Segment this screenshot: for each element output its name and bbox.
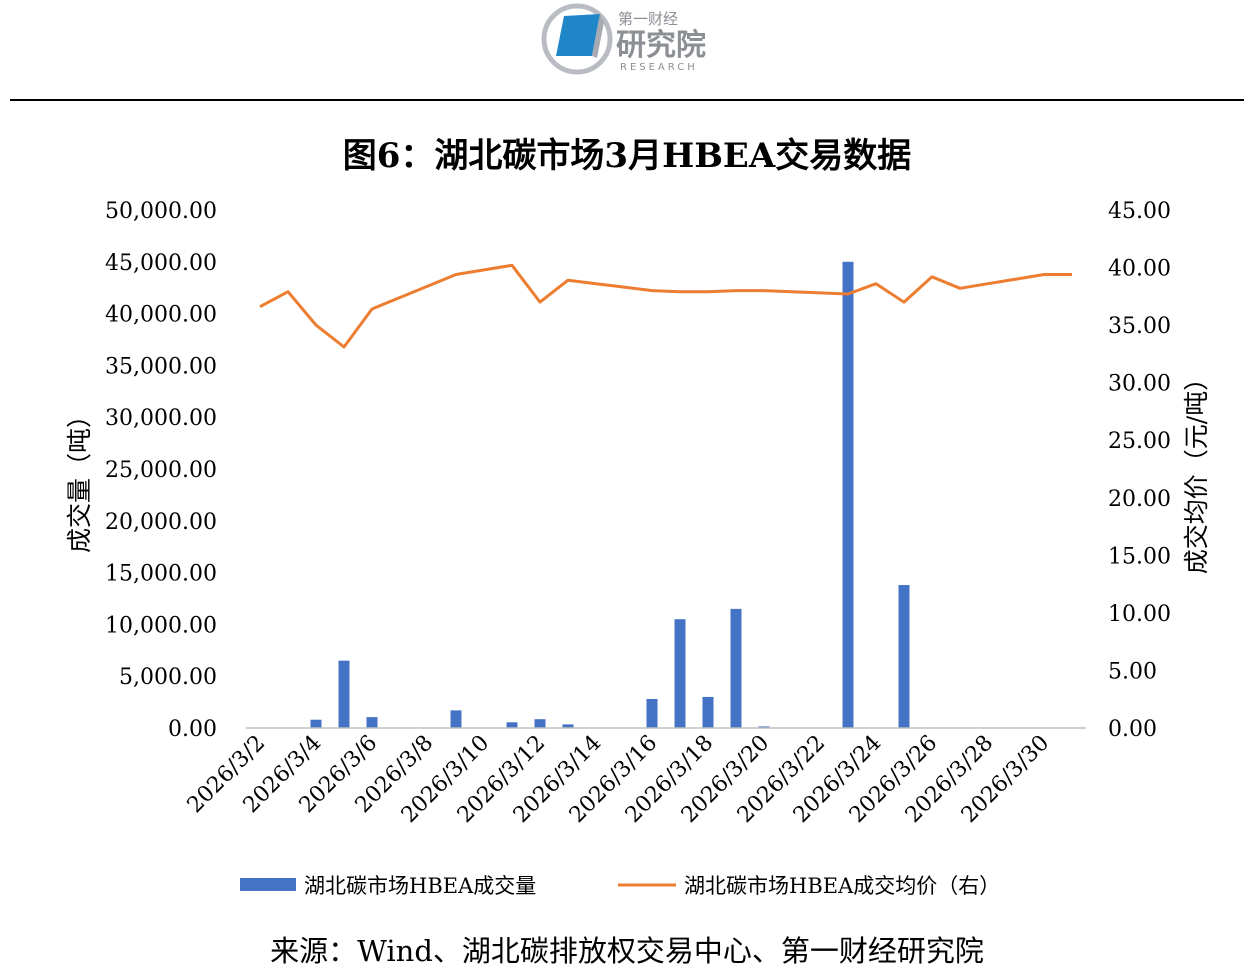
legend-label-price: 湖北碳市场HBEA成交均价（右） bbox=[684, 874, 1000, 898]
logo-ring bbox=[541, 3, 613, 75]
left-axis-tick-label: 20,000.00 bbox=[105, 510, 217, 535]
logo-grey-edge bbox=[592, 14, 604, 58]
right-axis-tick-label: 40.00 bbox=[1108, 257, 1171, 282]
left-axis-tick-label: 30,000.00 bbox=[105, 406, 217, 431]
volume-bar-2026/3/13 bbox=[562, 724, 574, 728]
right-axis-tick-label: 45.00 bbox=[1108, 199, 1171, 224]
x-axis-ticks: 2026/3/22026/3/42026/3/62026/3/82026/3/1… bbox=[183, 731, 1055, 828]
left-axis-label: 成交量（吨） bbox=[65, 403, 94, 553]
header-divider bbox=[10, 99, 1244, 101]
right-axis-tick-label: 0.00 bbox=[1108, 717, 1157, 742]
left-axis-tick-label: 40,000.00 bbox=[105, 303, 217, 328]
right-axis-label: 成交均价（元/吨） bbox=[1182, 366, 1211, 574]
legend-swatch-volume bbox=[240, 878, 296, 891]
logo-top-text: 第一财经 bbox=[618, 10, 678, 28]
volume-bar-2026/3/17 bbox=[674, 619, 686, 728]
volume-bar-2026/3/16 bbox=[646, 698, 658, 728]
right-axis-tick-label: 5.00 bbox=[1108, 659, 1157, 684]
volume-bar-2026/3/18 bbox=[702, 696, 714, 728]
right-axis-tick-label: 10.00 bbox=[1108, 602, 1171, 627]
left-axis-tick-label: 0.00 bbox=[168, 717, 217, 742]
logo-blue-parallelogram bbox=[556, 14, 600, 56]
right-axis-tick-label: 20.00 bbox=[1108, 487, 1171, 512]
price-line bbox=[259, 263, 1072, 349]
left-axis-tick-label: 45,000.00 bbox=[105, 251, 217, 276]
volume-bars bbox=[310, 261, 910, 728]
logo-sub-text: RESEARCH bbox=[620, 62, 698, 73]
chart-title: 图6：湖北碳市场3月HBEA交易数据 bbox=[342, 136, 912, 176]
left-axis-tick-label: 10,000.00 bbox=[105, 613, 217, 638]
price-line-path bbox=[259, 263, 1072, 349]
volume-bar-2026/3/20 bbox=[758, 726, 770, 728]
legend: 湖北碳市场HBEA成交量 湖北碳市场HBEA成交均价（右） bbox=[240, 874, 1000, 898]
volume-bar-2026/3/9 bbox=[450, 710, 462, 728]
volume-bar-2026/3/6 bbox=[366, 717, 378, 728]
left-axis-ticks: 0.00 5,000.00 10,000.00 15,000.00 20,000.00 2… bbox=[105, 199, 217, 742]
first-finance-research-logo: 第一财经 研究院 RESEARCH bbox=[541, 3, 706, 75]
logo-main-text: 研究院 bbox=[616, 28, 706, 63]
left-axis-tick-label: 50,000.00 bbox=[105, 199, 217, 224]
left-axis-tick-label: 5,000.00 bbox=[119, 665, 217, 690]
left-axis-tick-label: 15,000.00 bbox=[105, 562, 217, 587]
volume-bar-2026/3/12 bbox=[534, 719, 546, 728]
right-axis-tick-label: 30.00 bbox=[1108, 372, 1171, 397]
legend-label-volume: 湖北碳市场HBEA成交量 bbox=[304, 874, 536, 898]
right-axis-tick-label: 25.00 bbox=[1108, 429, 1171, 454]
volume-bar-2026/3/4 bbox=[310, 719, 322, 728]
right-axis-ticks: 0.00 5.00 10.00 15.00 20.00 25.00 30.00 35.00 40… bbox=[1108, 199, 1171, 742]
volume-bar-2026/3/19 bbox=[730, 608, 742, 728]
left-axis-tick-label: 25,000.00 bbox=[105, 458, 217, 483]
volume-bar-2026/3/25 bbox=[898, 585, 910, 728]
left-axis-tick-label: 35,000.00 bbox=[105, 354, 217, 379]
right-axis-tick-label: 35.00 bbox=[1108, 314, 1171, 339]
volume-bar-2026/3/11 bbox=[506, 722, 518, 728]
volume-bar-2026/3/5 bbox=[338, 660, 350, 728]
volume-bar-2026/3/23 bbox=[842, 261, 854, 728]
source-note: 来源：Wind、湖北碳排放权交易中心、第一财经研究院 bbox=[270, 934, 984, 968]
right-axis-tick-label: 15.00 bbox=[1108, 544, 1171, 569]
